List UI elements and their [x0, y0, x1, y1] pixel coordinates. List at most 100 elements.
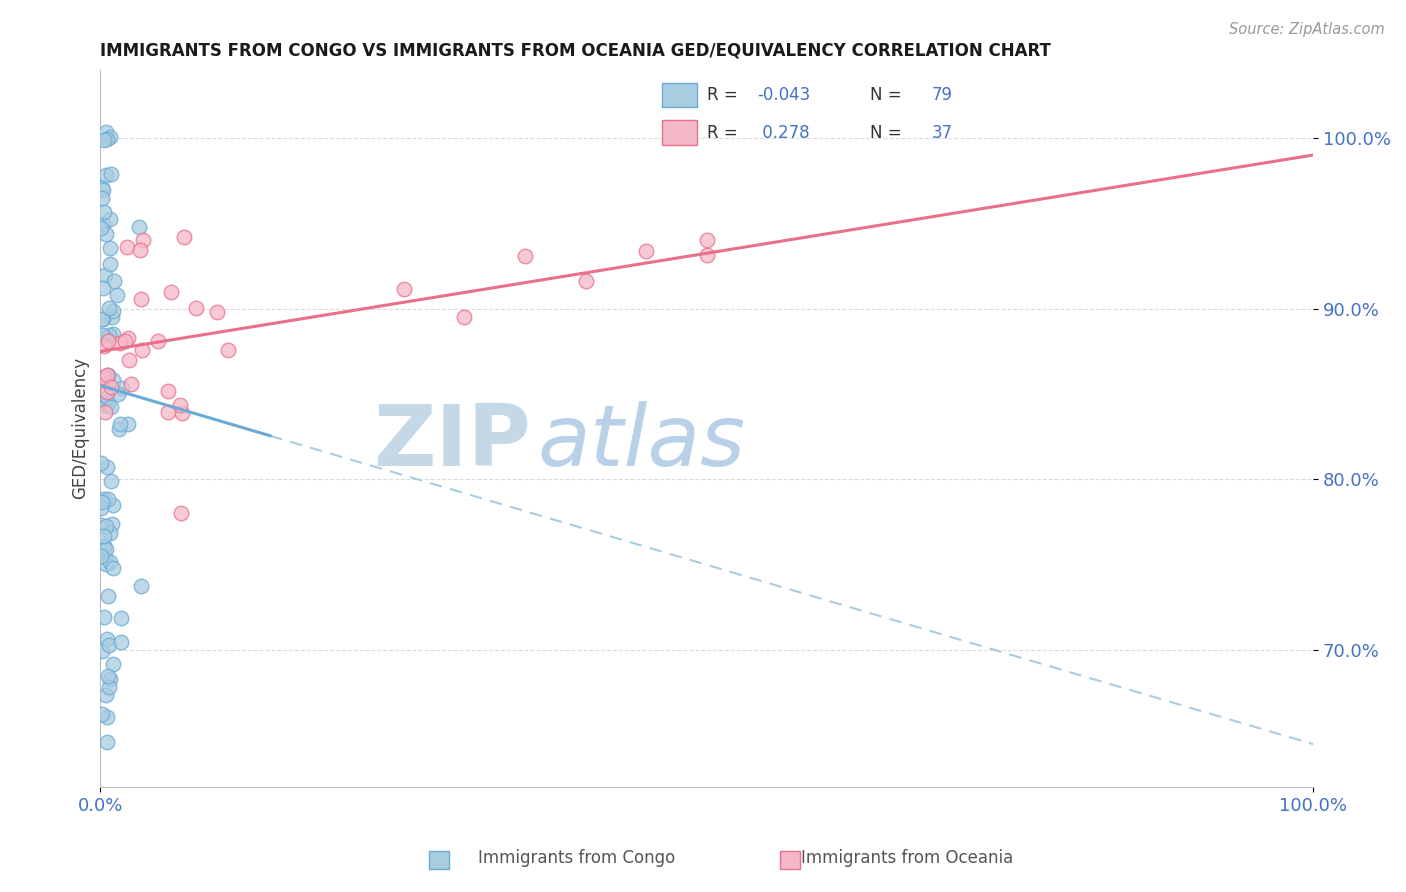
Point [93, 330, 115, 344]
Point [90, 500, 112, 515]
Point [94, 542, 117, 557]
Point [101, 327, 124, 342]
Point [173, 230, 195, 244]
Point [100, 167, 122, 181]
Point [392, 282, 415, 296]
Point [98, 555, 121, 569]
Point [170, 506, 193, 520]
Point [93, 541, 115, 556]
Point [91, 707, 114, 722]
Point [114, 334, 136, 348]
Point [93, 609, 115, 624]
Point [94, 689, 117, 703]
Point [94, 519, 117, 533]
Point [93, 339, 115, 353]
Point [96, 368, 118, 382]
Point [120, 376, 142, 391]
Text: atlas: atlas [537, 401, 745, 484]
Point [91, 191, 114, 205]
Point [94, 125, 117, 139]
Point [91, 183, 114, 197]
Point [107, 422, 129, 436]
Point [103, 372, 125, 386]
Text: Immigrants from Congo: Immigrants from Congo [478, 849, 675, 867]
Point [103, 274, 125, 288]
Y-axis label: GED/Equivalency: GED/Equivalency [72, 357, 89, 500]
Point [97, 368, 120, 382]
Point [117, 353, 139, 368]
Point [96, 735, 118, 749]
Point [91, 328, 114, 343]
Point [91, 644, 114, 658]
Point [184, 301, 207, 316]
Point [90, 494, 112, 508]
Point [98, 638, 121, 652]
Point [96, 390, 118, 404]
Point [94, 227, 117, 242]
Point [96, 710, 118, 724]
Point [117, 417, 139, 431]
Text: Source: ZipAtlas.com: Source: ZipAtlas.com [1229, 22, 1385, 37]
Point [97, 396, 120, 410]
Point [90, 518, 112, 533]
Point [94, 558, 117, 572]
Point [217, 343, 239, 357]
Point [115, 240, 138, 254]
Point [93, 132, 115, 146]
Point [97, 680, 120, 694]
Point [110, 611, 132, 625]
Point [159, 285, 181, 299]
Point [128, 219, 150, 234]
Point [98, 211, 121, 226]
Point [132, 234, 155, 248]
Text: Immigrants from Oceania: Immigrants from Oceania [801, 849, 1012, 867]
Point [100, 474, 122, 488]
Point [172, 406, 194, 420]
Point [636, 244, 658, 258]
Point [146, 334, 169, 348]
Point [205, 304, 228, 318]
Point [513, 249, 536, 263]
Point [156, 405, 179, 419]
Point [94, 268, 117, 283]
Point [96, 132, 118, 146]
Point [96, 385, 118, 400]
Point [97, 334, 120, 348]
Point [98, 526, 121, 541]
Point [91, 311, 114, 326]
Point [696, 248, 718, 262]
Point [96, 460, 118, 475]
Point [93, 397, 115, 411]
Point [101, 561, 124, 575]
Text: ZIP: ZIP [373, 401, 531, 484]
Point [90, 180, 112, 194]
Point [93, 205, 115, 219]
Point [169, 398, 191, 412]
Point [98, 328, 121, 343]
Point [101, 303, 124, 318]
Point [110, 635, 132, 649]
Text: IMMIGRANTS FROM CONGO VS IMMIGRANTS FROM OCEANIA GED/EQUIVALENCY CORRELATION CHA: IMMIGRANTS FROM CONGO VS IMMIGRANTS FROM… [100, 42, 1052, 60]
Point [117, 331, 139, 345]
Point [94, 549, 117, 564]
Point [131, 343, 153, 357]
Point [108, 417, 131, 432]
Point [94, 398, 117, 412]
Point [100, 380, 122, 394]
Point [98, 672, 121, 686]
Point [101, 498, 124, 512]
Point [93, 370, 115, 384]
Point [97, 301, 120, 316]
Point [97, 491, 120, 506]
Point [93, 492, 115, 507]
Point [94, 169, 117, 183]
Point [131, 579, 153, 593]
Point [98, 241, 121, 255]
Point [98, 257, 121, 271]
Point [90, 456, 112, 470]
Point [129, 243, 152, 257]
Point [105, 287, 128, 301]
Point [696, 233, 718, 247]
Point [110, 335, 132, 350]
Point [107, 387, 129, 401]
